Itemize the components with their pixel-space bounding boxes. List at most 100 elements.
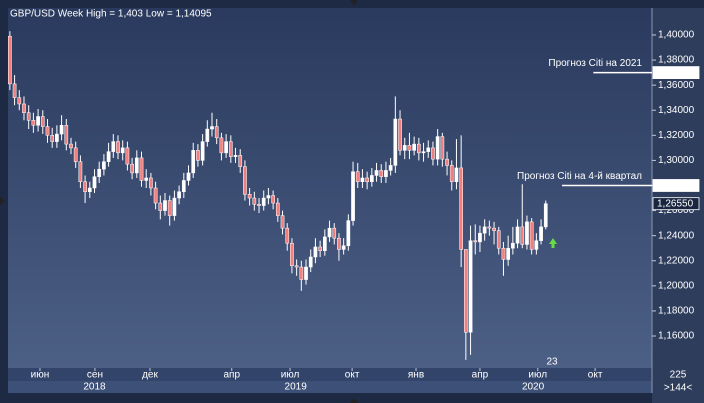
candle-body <box>496 230 501 249</box>
y-tick-label: 1,24000 <box>658 230 695 241</box>
plot-area <box>8 8 652 368</box>
candle-body <box>134 157 139 174</box>
candle-body <box>285 227 290 244</box>
candle-body <box>144 177 149 181</box>
candle-body <box>83 181 87 193</box>
candle-body <box>492 227 496 231</box>
x-tick-label: апр <box>472 370 489 381</box>
candle-body <box>355 171 360 182</box>
chart-title: GBP/USD Week High = 1,403 Low = 1,14095 <box>10 9 212 20</box>
candle-body <box>501 247 506 260</box>
price-marker <box>652 197 700 211</box>
y-tick-label: 1,18000 <box>658 306 695 317</box>
candle-body <box>64 125 69 145</box>
candle-body <box>102 161 106 170</box>
y-tick-label: 1,34000 <box>658 105 695 116</box>
candle-body <box>205 128 210 142</box>
candle-body <box>280 215 285 229</box>
candle-body <box>40 116 45 127</box>
candle-body <box>247 194 252 199</box>
candle-body <box>515 226 520 244</box>
price-marker-label: 1,26550 <box>657 198 694 209</box>
candle-body <box>214 126 219 139</box>
candle-body <box>243 166 247 195</box>
candle-body <box>219 137 224 154</box>
candle-body <box>167 200 172 216</box>
candle-body <box>360 177 365 182</box>
scroll-arrow[interactable] <box>350 398 358 403</box>
candle-body <box>290 242 294 267</box>
candle-body <box>341 245 346 250</box>
candle-body <box>322 236 327 251</box>
forecast-note: Прогноз Citi на 2021 <box>548 58 642 69</box>
candle-body <box>45 126 50 136</box>
candle-body <box>106 151 111 162</box>
candle-body <box>384 170 388 177</box>
candle-body <box>337 237 341 250</box>
y-tick-label: 1,32000 <box>658 130 695 141</box>
candle-body <box>318 246 322 251</box>
candle-body <box>31 120 36 126</box>
candle-body <box>92 176 97 189</box>
y-tick-label: 1,40000 <box>658 30 695 41</box>
candle-body <box>440 136 445 160</box>
x-tick-label: июл <box>281 370 300 381</box>
candle-body <box>445 158 449 166</box>
candle-body <box>125 147 130 165</box>
candle-body <box>181 180 186 193</box>
candle-body <box>421 151 426 154</box>
candle-body <box>482 226 487 234</box>
candle-body <box>238 155 243 167</box>
candle-body <box>257 204 261 206</box>
candle-body <box>50 135 55 142</box>
candle-body <box>87 187 92 193</box>
candle-body <box>55 133 59 142</box>
y-tick-label: 1,22000 <box>658 255 695 266</box>
candle-body <box>111 141 116 152</box>
candle-body <box>426 147 431 152</box>
x-tick-label: июн <box>31 370 50 381</box>
candle-body <box>233 155 238 157</box>
candle-body <box>459 167 464 250</box>
candle-body <box>266 195 271 199</box>
candle-body <box>304 266 308 280</box>
candle-body <box>449 165 454 182</box>
candle-body <box>525 221 529 245</box>
candle-body <box>59 125 64 135</box>
candle-body <box>398 118 402 151</box>
candle-body <box>149 177 153 189</box>
y-tick-label: 1,36000 <box>658 80 695 91</box>
corner-box <box>652 368 704 403</box>
candle-body <box>478 232 482 243</box>
candle-body <box>261 197 266 206</box>
candle-body <box>327 227 332 238</box>
candle-body <box>172 197 177 216</box>
scroll-arrow[interactable] <box>0 197 5 205</box>
candle-body <box>97 168 102 177</box>
candle-body <box>177 191 181 199</box>
candle-body <box>313 246 318 258</box>
year-label: 2020 <box>522 382 545 393</box>
candle-body <box>153 187 158 204</box>
candle-body <box>543 203 548 228</box>
candle-body <box>435 136 440 160</box>
candle-body <box>332 227 337 239</box>
up-arrow-icon <box>549 238 557 248</box>
candle-body <box>271 195 275 204</box>
candle-body <box>534 240 539 250</box>
y-tick-label: 1,16000 <box>658 331 695 342</box>
candle-body <box>407 145 412 151</box>
candle-body <box>78 161 83 182</box>
candle-body <box>454 167 459 182</box>
scroll-arrow[interactable] <box>350 0 358 5</box>
candle-body <box>402 145 407 151</box>
candle-body <box>487 226 492 229</box>
x-tick-label: июл <box>528 370 547 381</box>
candle-body <box>17 97 22 105</box>
candle-body <box>379 170 384 177</box>
candle-body <box>228 141 233 157</box>
candle-body <box>308 256 313 268</box>
x-tick-label: окт <box>345 370 360 381</box>
y-tick-label: 1,20000 <box>658 280 695 291</box>
x-tick-label: окт <box>588 370 603 381</box>
